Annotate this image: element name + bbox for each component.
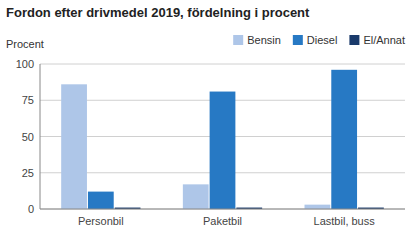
legend: Bensin Diesel El/Annat — [233, 34, 405, 46]
x-axis-line — [40, 209, 405, 210]
x-tick-label: Paketbil — [203, 215, 242, 227]
bar — [331, 70, 357, 209]
chart-container: Fordon efter drivmedel 2019, fördelning … — [0, 0, 415, 239]
bar — [61, 84, 87, 209]
y-tick-label: 0 — [28, 203, 34, 215]
y-tick-label: 25 — [22, 167, 34, 179]
y-tick-label: 75 — [22, 94, 34, 106]
bar — [183, 184, 209, 209]
y-tick-label: 50 — [22, 131, 34, 143]
bar — [305, 205, 331, 209]
legend-label: Diesel — [307, 34, 338, 46]
grid-line — [40, 209, 405, 210]
legend-swatch — [349, 35, 359, 45]
y-tick-label: 100 — [16, 58, 34, 70]
x-tick-label: Lastbil, buss — [314, 215, 376, 227]
y-axis-label: Procent — [6, 38, 44, 50]
bar — [88, 192, 114, 209]
legend-label: Bensin — [247, 34, 281, 46]
grid-line — [40, 64, 405, 65]
bar — [210, 92, 236, 209]
title: Fordon efter drivmedel 2019, fördelning … — [6, 5, 310, 20]
y-axis-line — [40, 64, 41, 209]
grid — [40, 64, 405, 209]
legend-swatch — [293, 35, 303, 45]
bars — [61, 70, 384, 209]
chart-svg: Fordon efter drivmedel 2019, fördelning … — [0, 0, 415, 239]
x-tick-label: Personbil — [78, 215, 124, 227]
legend-swatch — [233, 35, 243, 45]
legend-label: El/Annat — [363, 34, 405, 46]
